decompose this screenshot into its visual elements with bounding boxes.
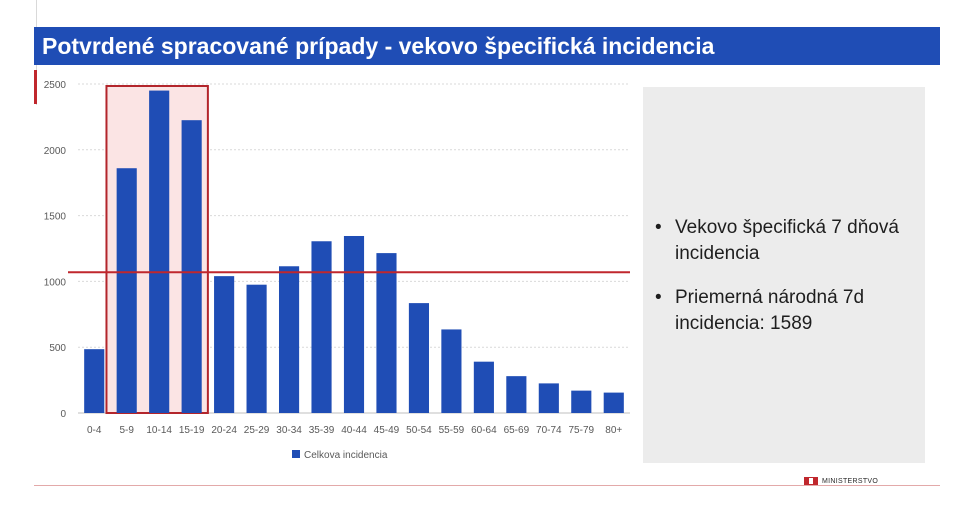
x-tick-label: 75-79	[569, 425, 595, 436]
x-tick-label: 25-29	[244, 425, 270, 436]
bar	[278, 266, 300, 413]
x-tick-label: 10-14	[146, 425, 172, 436]
x-tick-label: 20-24	[211, 425, 237, 436]
bar	[441, 329, 462, 413]
x-tick-label: 15-19	[179, 425, 205, 436]
bullet-dot-icon: •	[655, 217, 662, 238]
x-tick-label: 5-9	[119, 425, 134, 436]
y-tick-label: 0	[60, 409, 66, 420]
bullet-text: Priemerná národná 7d incidencia: 1589	[675, 287, 865, 334]
x-tick-label: 30-34	[276, 425, 302, 436]
ministry-logo-text: MINISTERSTVO	[822, 477, 879, 485]
x-tick-label: 45-49	[374, 425, 400, 436]
bar	[571, 390, 592, 413]
bar	[311, 241, 332, 413]
y-tick-label: 1500	[44, 212, 67, 223]
x-tick-label: 65-69	[504, 425, 530, 436]
info-panel: • Vekovo špecifická 7 dňová incidencia •…	[643, 87, 925, 463]
legend-label: Celkova incidencia	[304, 450, 388, 461]
bar	[603, 392, 624, 413]
y-tick-label: 1000	[44, 277, 67, 288]
footer-divider	[34, 485, 940, 486]
y-tick-label: 2500	[44, 80, 67, 91]
bar	[473, 361, 494, 413]
bar	[149, 90, 170, 413]
bar	[376, 253, 397, 413]
x-tick-label: 60-64	[471, 425, 497, 436]
flag-icon	[804, 477, 818, 485]
bullet-dot-icon: •	[655, 287, 662, 308]
bar	[408, 303, 430, 413]
bar	[506, 376, 527, 413]
bar	[181, 120, 202, 413]
x-tick-label: 35-39	[309, 425, 335, 436]
x-tick-label: 40-44	[341, 425, 367, 436]
incidence-bar-chart: 0 500 1000 1500 2000 2500 0-4 5-9 10-14 15-19 20-2…	[44, 80, 630, 461]
x-tick-label: 0-4	[87, 425, 102, 436]
ministry-logo: MINISTERSTVO	[804, 475, 878, 487]
x-tick-label: 70-74	[536, 425, 562, 436]
info-bullet-list: • Vekovo špecifická 7 dňová incidencia •…	[653, 215, 913, 355]
bar	[246, 284, 267, 413]
x-tick-label: 50-54	[406, 425, 432, 436]
y-tick-label: 2000	[44, 146, 67, 157]
x-tick-label: 80+	[605, 425, 622, 436]
bullet-item: • Priemerná národná 7d incidencia: 1589	[653, 285, 913, 337]
bar	[84, 349, 105, 413]
bar	[214, 276, 235, 413]
bar	[343, 235, 365, 413]
x-tick-label: 55-59	[439, 425, 465, 436]
slide-title: Potvrdené spracované prípady - vekovo šp…	[42, 33, 715, 59]
slide-title-bar: Potvrdené spracované prípady - vekovo šp…	[34, 27, 940, 65]
bullet-item: • Vekovo špecifická 7 dňová incidencia	[653, 215, 913, 267]
bullet-text: Vekovo špecifická 7 dňová incidencia	[675, 217, 899, 264]
left-accent-bar	[34, 70, 37, 104]
bar	[538, 383, 559, 413]
y-tick-label: 500	[49, 343, 66, 354]
bar	[116, 168, 137, 413]
legend-swatch	[292, 450, 300, 458]
